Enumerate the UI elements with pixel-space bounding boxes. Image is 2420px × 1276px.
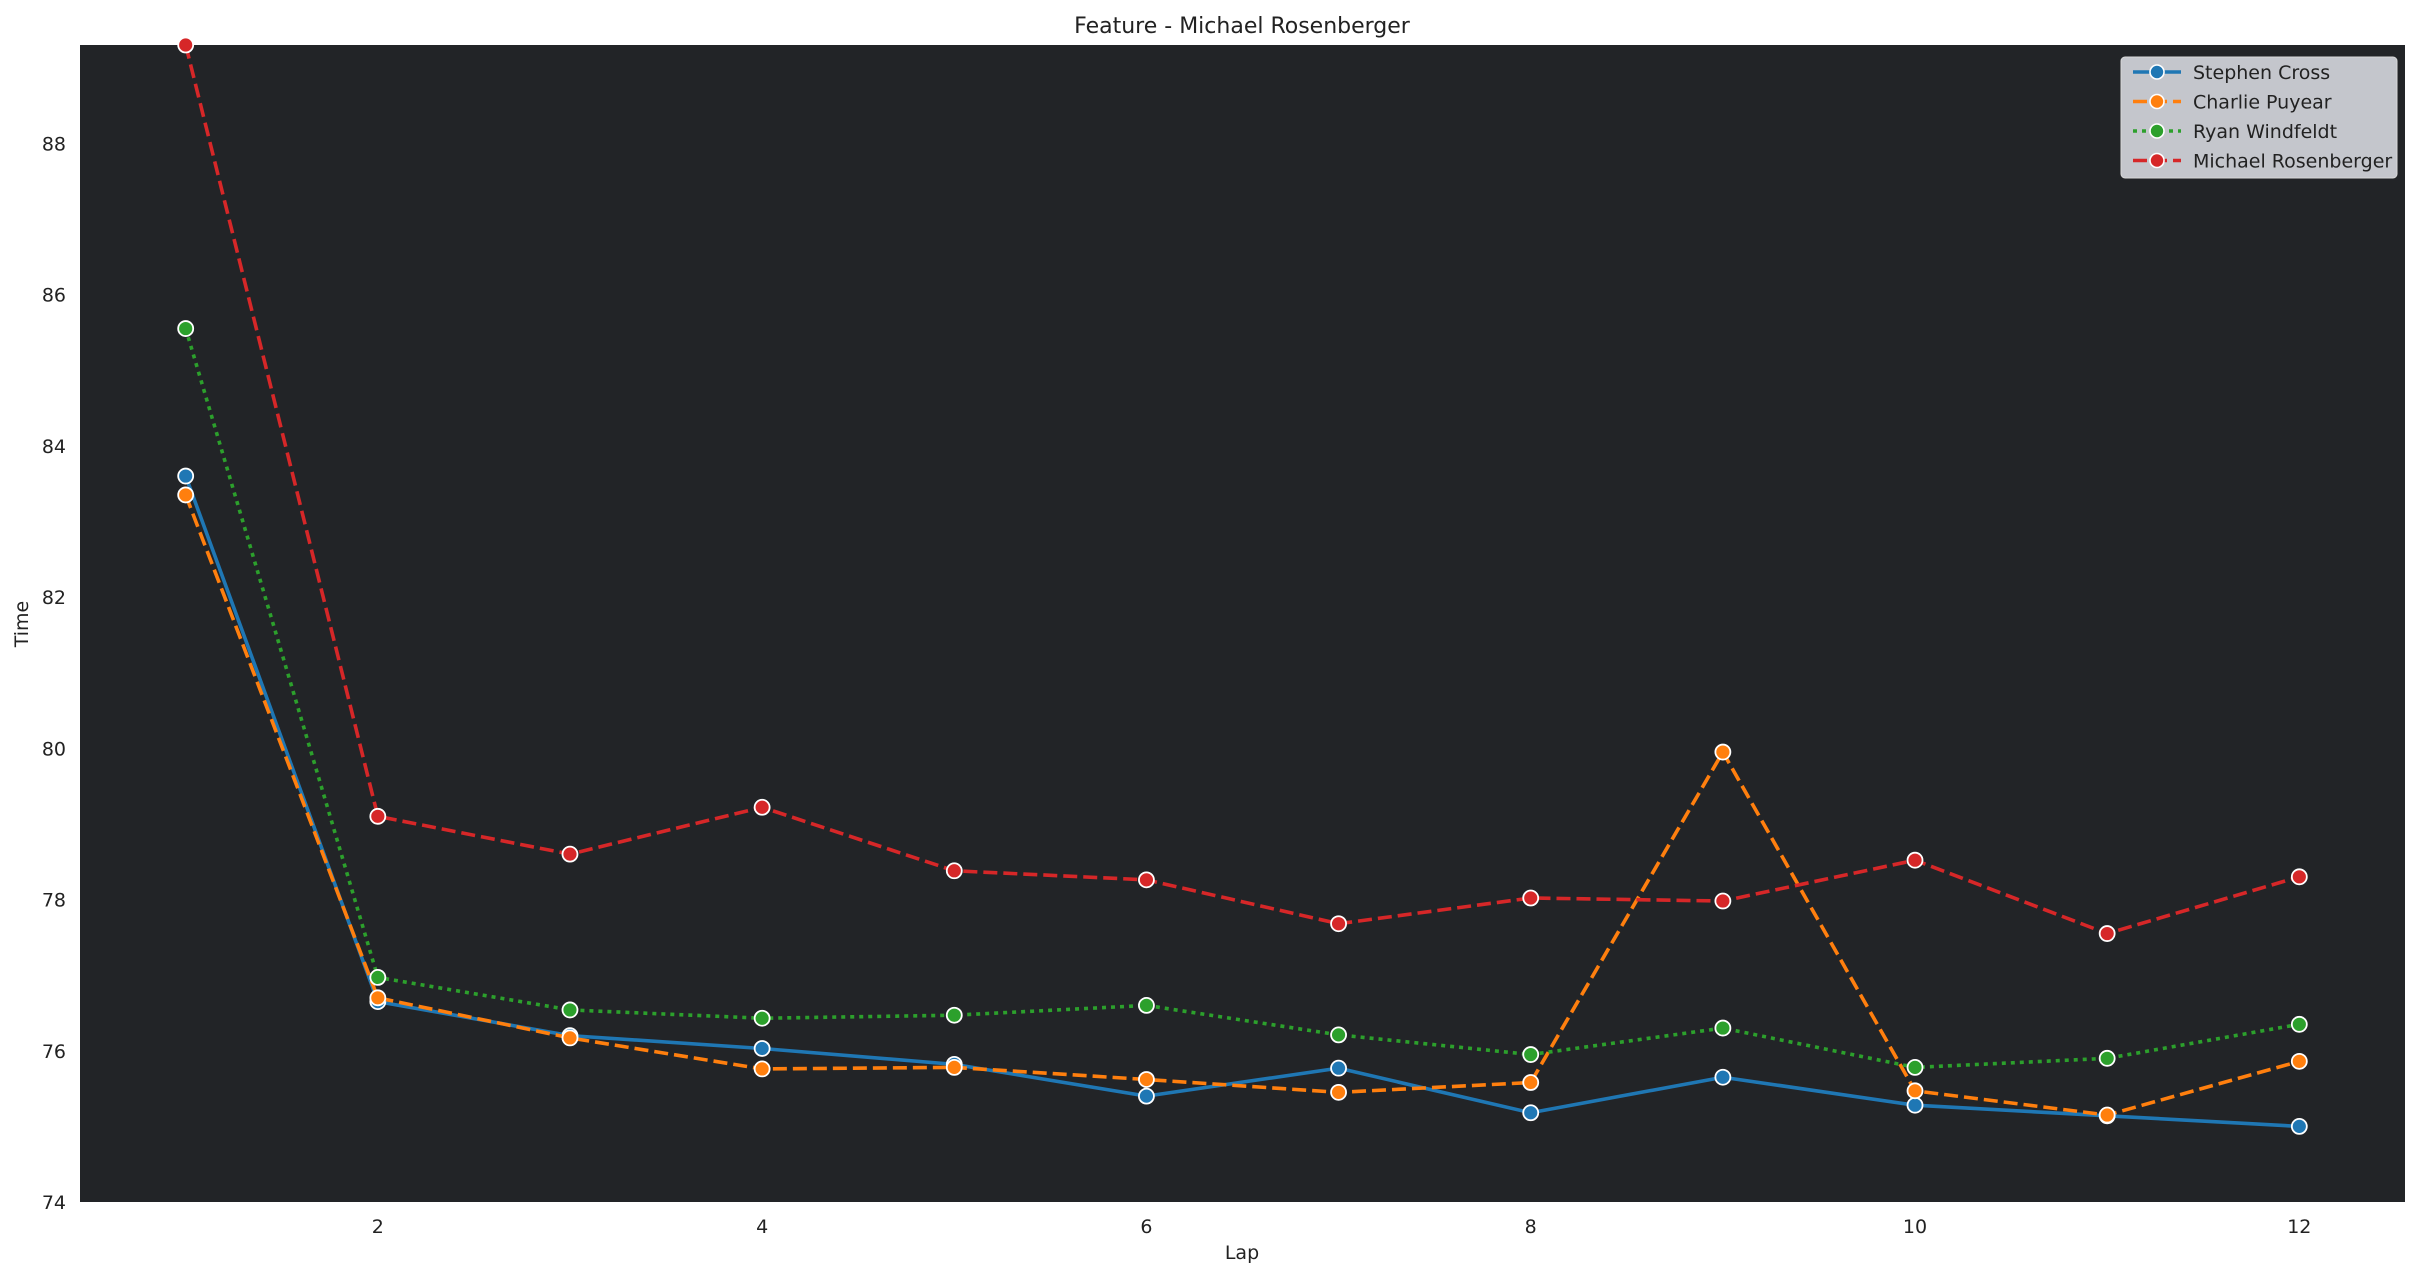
data-point — [2290, 1015, 2308, 1033]
data-point — [2098, 1106, 2116, 1124]
data-point — [561, 1001, 579, 1019]
data-point — [1714, 1068, 1732, 1086]
data-point — [1138, 996, 1155, 1014]
chart-title: Feature - Michael Rosenberger — [1074, 14, 1411, 39]
series-4 — [177, 36, 2308, 942]
data-point — [753, 1009, 771, 1027]
data-point — [753, 1040, 771, 1057]
series-line — [183, 44, 2300, 936]
y-tick-label: 82 — [42, 587, 66, 609]
data-point — [1330, 1083, 1347, 1101]
series-2 — [177, 486, 2308, 1124]
data-point — [561, 845, 579, 863]
data-point — [1522, 1104, 1540, 1122]
legend-entry: Charlie Puyear — [2133, 92, 2332, 114]
data-point — [1330, 915, 1347, 933]
data-point — [369, 807, 387, 825]
legend-label: Stephen Cross — [2193, 62, 2330, 84]
data-point — [1714, 1019, 1732, 1037]
data-point — [753, 1060, 771, 1078]
series-3 — [177, 320, 2308, 1076]
legend: Stephen Cross Charlie Puyear Ryan Windfeld… — [2120, 56, 2398, 179]
legend-marker — [2149, 123, 2165, 139]
data-point — [1714, 892, 1732, 910]
data-point — [177, 320, 195, 337]
y-tick-label: 76 — [42, 1041, 66, 1063]
y-axis-ticks: 74 76 78 80 82 84 86 88 — [42, 133, 66, 1214]
data-point — [2290, 1052, 2308, 1070]
data-point — [369, 989, 387, 1007]
legend-marker — [2149, 152, 2165, 169]
data-point — [1138, 871, 1155, 889]
x-tick-label: 8 — [1525, 1216, 1537, 1238]
data-point — [2098, 925, 2116, 942]
data-point — [177, 467, 195, 485]
plot-area — [80, 45, 2405, 1202]
data-point — [1906, 851, 1924, 869]
series-line — [184, 494, 2300, 1117]
legend-box — [2120, 56, 2398, 179]
y-tick-label: 78 — [42, 890, 66, 912]
data-point — [1138, 1087, 1155, 1105]
data-point — [1714, 743, 1732, 761]
x-axis-ticks: 2 4 6 8 10 12 — [372, 1216, 2312, 1238]
y-tick-label: 80 — [42, 738, 66, 760]
legend-entry: Ryan Windfeldt — [2133, 121, 2337, 143]
data-point — [2290, 1117, 2308, 1135]
y-tick-label: 88 — [42, 133, 66, 155]
legend-entry: Michael Rosenberger — [2133, 151, 2392, 173]
legend-marker — [2149, 93, 2165, 110]
legend-marker — [2149, 64, 2165, 80]
y-tick-label: 86 — [42, 285, 66, 307]
x-tick-label: 6 — [1140, 1216, 1152, 1238]
x-axis-label: Lap — [1225, 1242, 1259, 1264]
data-point — [177, 36, 195, 54]
y-tick-label: 74 — [42, 1192, 66, 1214]
y-tick-label: 84 — [42, 436, 66, 458]
data-point — [2290, 868, 2308, 886]
data-point — [945, 1058, 963, 1076]
data-point — [1522, 1046, 1540, 1063]
series-line — [183, 328, 2300, 1070]
data-point — [2098, 1049, 2116, 1067]
data-point — [1906, 1058, 1924, 1076]
data-point — [1522, 1074, 1540, 1091]
legend-label: Michael Rosenberger — [2193, 151, 2392, 173]
data-point — [945, 862, 963, 880]
data-point — [1330, 1026, 1347, 1044]
x-tick-label: 10 — [1903, 1216, 1927, 1238]
legend-entry: Stephen Cross — [2133, 62, 2330, 84]
legend-label: Charlie Puyear — [2193, 92, 2332, 114]
data-point — [177, 486, 195, 504]
series-group — [177, 36, 2308, 1135]
data-point — [561, 1029, 579, 1047]
data-point — [1522, 889, 1540, 907]
legend-label: Ryan Windfeldt — [2193, 121, 2337, 143]
data-point — [753, 798, 771, 816]
y-axis-label: Time — [11, 601, 33, 649]
data-point — [1906, 1096, 1924, 1114]
x-tick-label: 12 — [2287, 1216, 2311, 1238]
data-point — [945, 1006, 963, 1024]
x-tick-label: 4 — [756, 1216, 768, 1238]
data-point — [1906, 1082, 1924, 1100]
data-point — [369, 969, 387, 986]
data-point — [1138, 1071, 1155, 1088]
data-point — [1330, 1059, 1347, 1077]
x-tick-label: 2 — [372, 1216, 384, 1238]
